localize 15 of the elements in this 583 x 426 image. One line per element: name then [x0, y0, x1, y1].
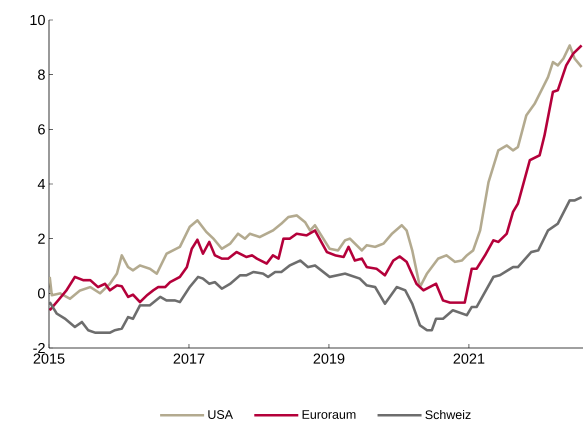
- y-tick-label: 2: [38, 234, 45, 244]
- x-tick-label: 2019: [314, 354, 344, 364]
- legend-label: Euroraum: [302, 410, 356, 419]
- x-tick-label: 2017: [174, 354, 204, 364]
- legend-label: Schweiz: [425, 410, 471, 420]
- y-tick-label: 0: [38, 288, 45, 298]
- line-series: [49, 196, 583, 334]
- y-tick-label: 8: [38, 70, 45, 80]
- x-tick-label: 2021: [454, 354, 484, 364]
- y-tick-label: 4: [38, 179, 46, 189]
- legend-label: USA: [208, 410, 233, 419]
- y-tick-label: -2: [33, 342, 45, 354]
- x-tick-label: 2015: [34, 354, 64, 364]
- y-tick-label: 6: [38, 124, 45, 134]
- y-tick-label: 10: [30, 14, 45, 26]
